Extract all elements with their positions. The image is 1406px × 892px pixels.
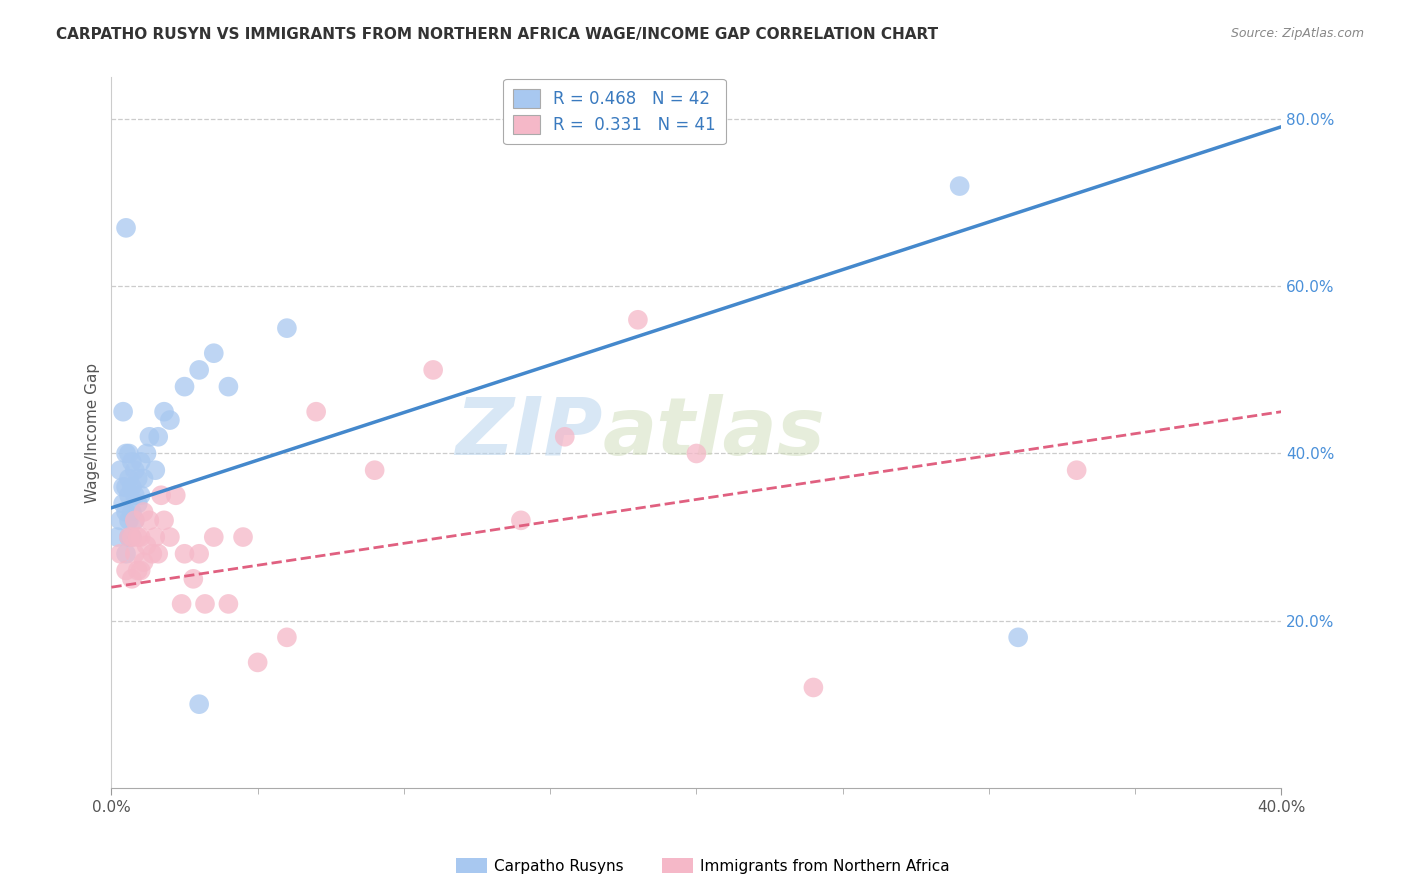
Point <box>188 697 211 711</box>
Point <box>173 547 195 561</box>
Point <box>124 463 146 477</box>
Point <box>1007 631 1029 645</box>
Point <box>115 480 138 494</box>
Point <box>115 446 138 460</box>
Point <box>115 220 138 235</box>
Point <box>127 472 149 486</box>
Point <box>121 455 143 469</box>
Point <box>181 572 204 586</box>
Point <box>115 547 138 561</box>
Point <box>217 379 239 393</box>
Point <box>150 488 173 502</box>
Point <box>153 405 176 419</box>
Point <box>118 446 141 460</box>
Point <box>194 597 217 611</box>
Point <box>129 564 152 578</box>
Point <box>129 455 152 469</box>
Point <box>159 530 181 544</box>
Point <box>627 313 650 327</box>
Point <box>132 472 155 486</box>
Point <box>118 488 141 502</box>
Legend: R = 0.468   N = 42, R =  0.331   N = 41: R = 0.468 N = 42, R = 0.331 N = 41 <box>503 78 725 144</box>
Text: ZIP: ZIP <box>456 393 603 472</box>
Point <box>188 547 211 561</box>
Point <box>148 547 170 561</box>
Point <box>124 513 146 527</box>
Point <box>246 656 269 670</box>
Point <box>135 446 157 460</box>
Point <box>276 321 298 335</box>
Point <box>1066 463 1088 477</box>
Point <box>138 430 160 444</box>
Point <box>118 472 141 486</box>
Point <box>112 497 135 511</box>
Point <box>159 413 181 427</box>
Point <box>165 488 187 502</box>
Point <box>153 513 176 527</box>
Point <box>949 179 972 194</box>
Point <box>138 513 160 527</box>
Point <box>121 530 143 544</box>
Point <box>112 480 135 494</box>
Point <box>143 463 166 477</box>
Point <box>121 530 143 544</box>
Point <box>363 463 385 477</box>
Point <box>127 497 149 511</box>
Point <box>108 513 131 527</box>
Point <box>118 530 141 544</box>
Point <box>127 530 149 544</box>
Point <box>305 405 328 419</box>
Point <box>170 597 193 611</box>
Point <box>121 572 143 586</box>
Y-axis label: Wage/Income Gap: Wage/Income Gap <box>86 362 100 503</box>
Point <box>685 446 707 460</box>
Point <box>129 530 152 544</box>
Point <box>135 538 157 552</box>
Point <box>554 430 576 444</box>
Point <box>132 505 155 519</box>
Point <box>188 363 211 377</box>
Point <box>422 363 444 377</box>
Point <box>202 346 225 360</box>
Point <box>115 505 138 519</box>
Point <box>509 513 531 527</box>
Point <box>173 379 195 393</box>
Point <box>124 547 146 561</box>
Point <box>118 513 141 527</box>
Text: atlas: atlas <box>603 393 825 472</box>
Point <box>124 488 146 502</box>
Point <box>124 513 146 527</box>
Point <box>112 405 135 419</box>
Point <box>121 505 143 519</box>
Text: Source: ZipAtlas.com: Source: ZipAtlas.com <box>1230 27 1364 40</box>
Point <box>141 547 163 561</box>
Point <box>132 555 155 569</box>
Point <box>129 488 152 502</box>
Point <box>803 681 825 695</box>
Point <box>202 530 225 544</box>
Point <box>115 564 138 578</box>
Point <box>121 480 143 494</box>
Point <box>217 597 239 611</box>
Point <box>127 564 149 578</box>
Point <box>118 530 141 544</box>
Point <box>105 530 128 544</box>
Point <box>148 430 170 444</box>
Point <box>143 530 166 544</box>
Text: CARPATHO RUSYN VS IMMIGRANTS FROM NORTHERN AFRICA WAGE/INCOME GAP CORRELATION CH: CARPATHO RUSYN VS IMMIGRANTS FROM NORTHE… <box>56 27 938 42</box>
Point <box>108 463 131 477</box>
Point <box>232 530 254 544</box>
Legend: Carpatho Rusyns, Immigrants from Northern Africa: Carpatho Rusyns, Immigrants from Norther… <box>450 852 956 880</box>
Point <box>108 547 131 561</box>
Point <box>276 631 298 645</box>
